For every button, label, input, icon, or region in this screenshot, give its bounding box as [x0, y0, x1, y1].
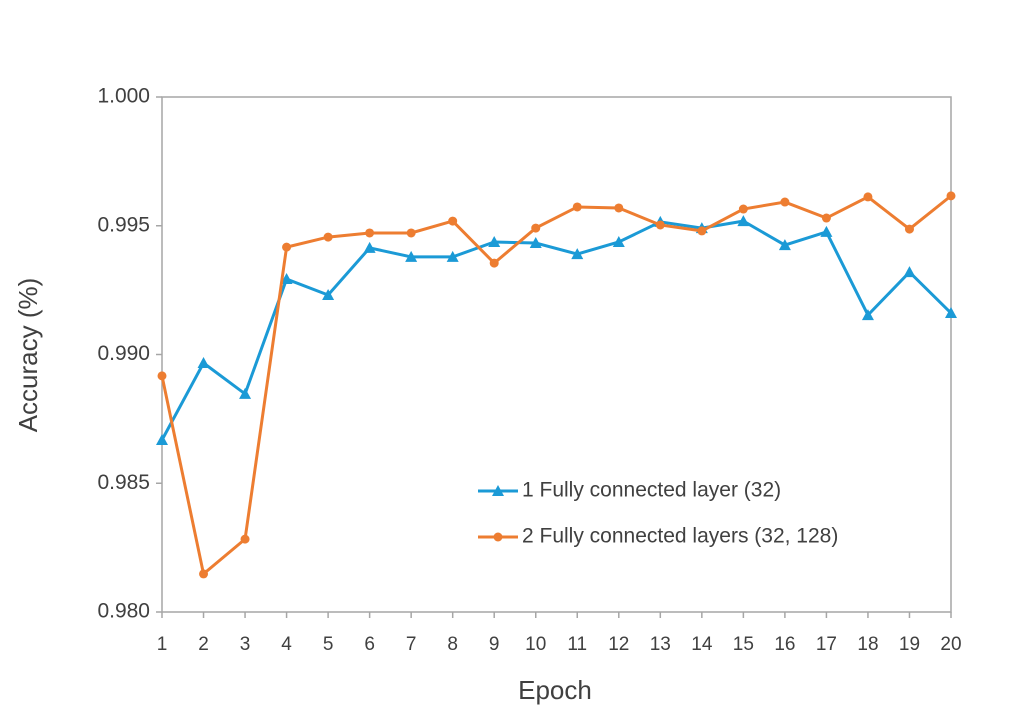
- marker: [946, 191, 956, 201]
- marker: [571, 248, 584, 260]
- y-axis-title: Accuracy (%): [13, 278, 43, 433]
- x-tick-label: 11: [567, 634, 587, 655]
- marker: [531, 223, 541, 233]
- marker: [903, 266, 916, 278]
- x-tick-label: 10: [525, 634, 546, 655]
- marker: [820, 225, 833, 237]
- x-tick-label: 13: [650, 634, 671, 655]
- x-tick-label: 7: [406, 634, 417, 655]
- marker: [322, 289, 335, 301]
- marker: [157, 371, 167, 381]
- series-line: [160, 219, 953, 441]
- x-tick-label: 19: [899, 634, 920, 655]
- x-tick-label: 18: [857, 634, 878, 655]
- marker: [282, 242, 292, 252]
- marker: [446, 250, 459, 262]
- marker: [197, 356, 210, 368]
- x-tick-label: 12: [608, 634, 629, 655]
- marker: [572, 202, 582, 212]
- marker: [614, 203, 624, 213]
- marker: [488, 235, 501, 247]
- marker: [363, 241, 376, 253]
- marker: [156, 433, 168, 445]
- x-tick-label: 2: [198, 634, 209, 655]
- marker: [529, 237, 542, 249]
- marker: [655, 220, 665, 230]
- marker: [780, 197, 790, 207]
- y-tick-label: 0.990: [97, 342, 150, 365]
- x-tick-label: 6: [364, 634, 375, 655]
- marker: [738, 204, 748, 214]
- marker: [405, 250, 418, 262]
- x-axis-title: Epoch: [518, 675, 592, 705]
- marker: [406, 228, 416, 238]
- marker: [493, 532, 503, 542]
- marker: [737, 215, 750, 227]
- marker: [945, 307, 957, 319]
- marker: [365, 228, 375, 238]
- x-tick-label: 14: [691, 634, 713, 655]
- x-tick-label: 9: [489, 634, 500, 655]
- marker: [861, 309, 874, 321]
- y-tick-label: 0.985: [97, 471, 150, 494]
- marker: [778, 239, 791, 251]
- x-tick-label: 8: [447, 634, 458, 655]
- y-tick-label: 1.000: [97, 85, 150, 108]
- marker: [448, 216, 458, 226]
- marker: [821, 213, 831, 223]
- x-tick-label: 4: [281, 634, 292, 655]
- marker: [863, 192, 873, 202]
- marker: [323, 232, 333, 242]
- x-tick-label: 16: [774, 634, 795, 655]
- marker: [697, 226, 707, 236]
- x-tick-label: 5: [323, 634, 334, 655]
- x-tick-label: 1: [157, 634, 168, 655]
- marker: [280, 273, 293, 285]
- marker: [199, 569, 209, 579]
- x-tick-label: 3: [240, 634, 251, 655]
- marker: [239, 387, 252, 399]
- series-line: [160, 194, 952, 577]
- legend-label: 1 Fully connected layer (32): [522, 479, 781, 502]
- y-tick-label: 0.980: [97, 600, 150, 623]
- marker: [492, 485, 504, 496]
- legend-label: 2 Fully connected layers (32, 128): [522, 525, 838, 548]
- x-tick-label: 20: [940, 634, 961, 655]
- y-tick-label: 0.995: [97, 213, 150, 236]
- marker: [904, 224, 914, 234]
- marker: [240, 534, 250, 544]
- marker: [489, 258, 499, 268]
- marker: [612, 235, 625, 247]
- x-tick-label: 17: [816, 634, 837, 655]
- x-tick-label: 15: [733, 634, 754, 655]
